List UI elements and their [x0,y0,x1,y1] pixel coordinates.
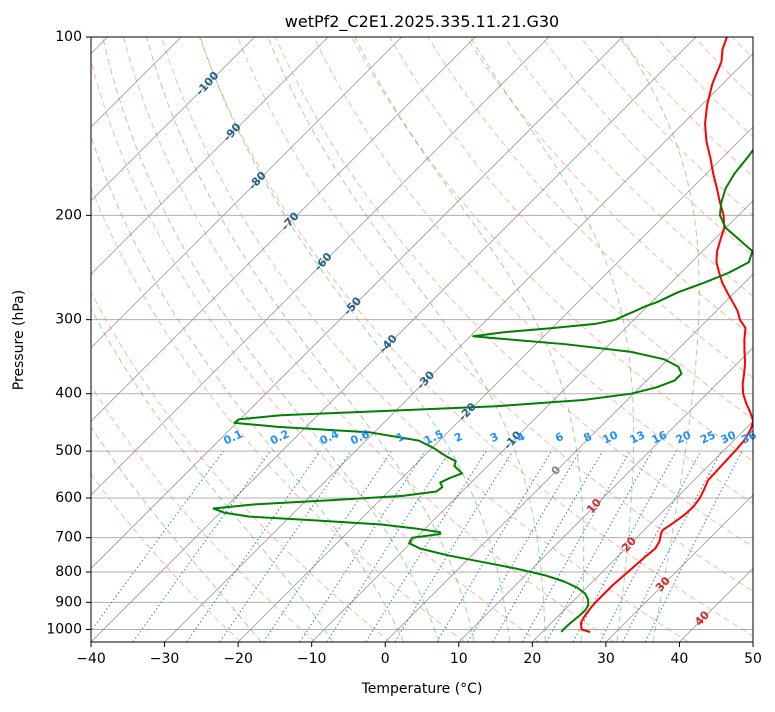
y-tick-label: 900 [55,594,82,610]
moist-adiabat-line [199,37,511,642]
mixing-ratio-line [546,450,653,642]
isotherm-line [91,37,623,570]
dry-adiabat-line [122,37,615,642]
mixing-ratio-line [132,450,271,642]
isotherm-line [605,494,753,642]
isotherm-line [91,37,550,496]
mixing-ratio-line [91,450,224,632]
moist-adiabat-line [267,37,546,642]
dry-adiabat-line [91,186,465,642]
x-tick-label: 30 [597,651,615,667]
dewpoint-line [212,148,753,633]
y-tick-label: 700 [55,530,82,546]
dry-adiabat-line [91,58,540,642]
moist-adiabat-line [621,37,700,642]
y-tick-label: 300 [55,312,82,328]
dry-adiabat-line [351,37,753,462]
mixing-ratio-label: 13 [628,428,647,446]
mixing-ratio-label: 30 [719,428,739,446]
isotherm-line [237,126,753,642]
dry-adiabat-line [465,37,753,338]
mixing-ratio-line [326,450,451,642]
x-tick-label: 0 [381,651,390,667]
y-tick-label: 800 [55,564,82,580]
isotherm-line [384,273,753,642]
y-tick-label: 200 [55,207,82,223]
x-tick-label: 10 [450,651,468,667]
y-tick-label: 600 [55,490,82,506]
isotherm-line [458,347,753,642]
isotherm-line [532,420,753,642]
isotherm-line [91,37,329,275]
mixing-ratio-label: 20 [674,428,694,446]
mixing-ratio-label: 25 [698,428,717,446]
profile-lines [212,37,753,633]
background-lines [91,37,753,642]
moist-adiabat-line [354,37,585,642]
mixing-ratio-label: 16 [650,428,670,446]
isotherm-line [164,52,753,642]
mixing-ratio-line [644,450,743,642]
x-tick-label: 20 [523,651,541,667]
mixing-ratio-line [522,450,631,642]
isotherm-line [91,37,255,202]
mixing-ratio-line [263,450,392,642]
moist-adiabat-line [146,37,475,642]
dry-adiabat-line [160,37,689,642]
moist-adiabat-line [91,134,405,642]
y-tick-label: 500 [55,443,82,459]
mixing-ratio-line [394,450,514,642]
dry-adiabat-line [91,384,316,642]
dry-adiabat-line [503,37,753,297]
dry-adiabat-line [275,37,753,548]
moist-adiabat-line [91,307,334,642]
y-tick-label: 1000 [46,621,82,637]
chart-title: wetPf2_C2E1.2025.335.11.21.G30 [285,12,559,32]
isotherm-line [311,200,753,642]
x-tick-label: −20 [223,651,253,667]
mixing-ratio-label: 10 [601,428,621,446]
dry-adiabat-line [389,37,753,420]
dry-adiabat-line [313,37,753,505]
x-tick-label: −30 [150,651,180,667]
temperature-line [579,37,753,633]
mixing-ratio-line [219,450,352,642]
mixing-ratio-line [572,450,677,642]
mixing-ratio-line [186,450,321,642]
dry-adiabat-line [91,291,391,642]
axis-ticks: −40 −30 −20 −10 0 10 20 30 40 50 100 200 300 400 500 60… [46,29,762,667]
x-tick-label: 40 [671,651,689,667]
x-axis-label: Temperature (°C) [361,681,483,697]
y-tick-label: 400 [55,386,82,402]
moist-adiabat-line [102,37,440,642]
y-axis-label: Pressure (hPa) [11,290,27,390]
mixing-ratio-label: 36 [739,428,759,446]
x-tick-label: −40 [76,651,106,667]
mixing-ratio-line [299,450,426,642]
isotherm-line [91,37,697,642]
plot-frame [90,36,754,643]
moist-adiabat-line [91,426,262,642]
dry-adiabat-line [236,37,753,592]
isotherm-line [91,37,403,349]
isotherm-line [91,37,476,422]
dry-adiabat-line [427,37,753,379]
x-tick-label: 50 [744,651,762,667]
dry-adiabat-line [91,472,242,642]
y-tick-label: 100 [55,29,82,45]
x-tick-label: −10 [297,651,327,667]
